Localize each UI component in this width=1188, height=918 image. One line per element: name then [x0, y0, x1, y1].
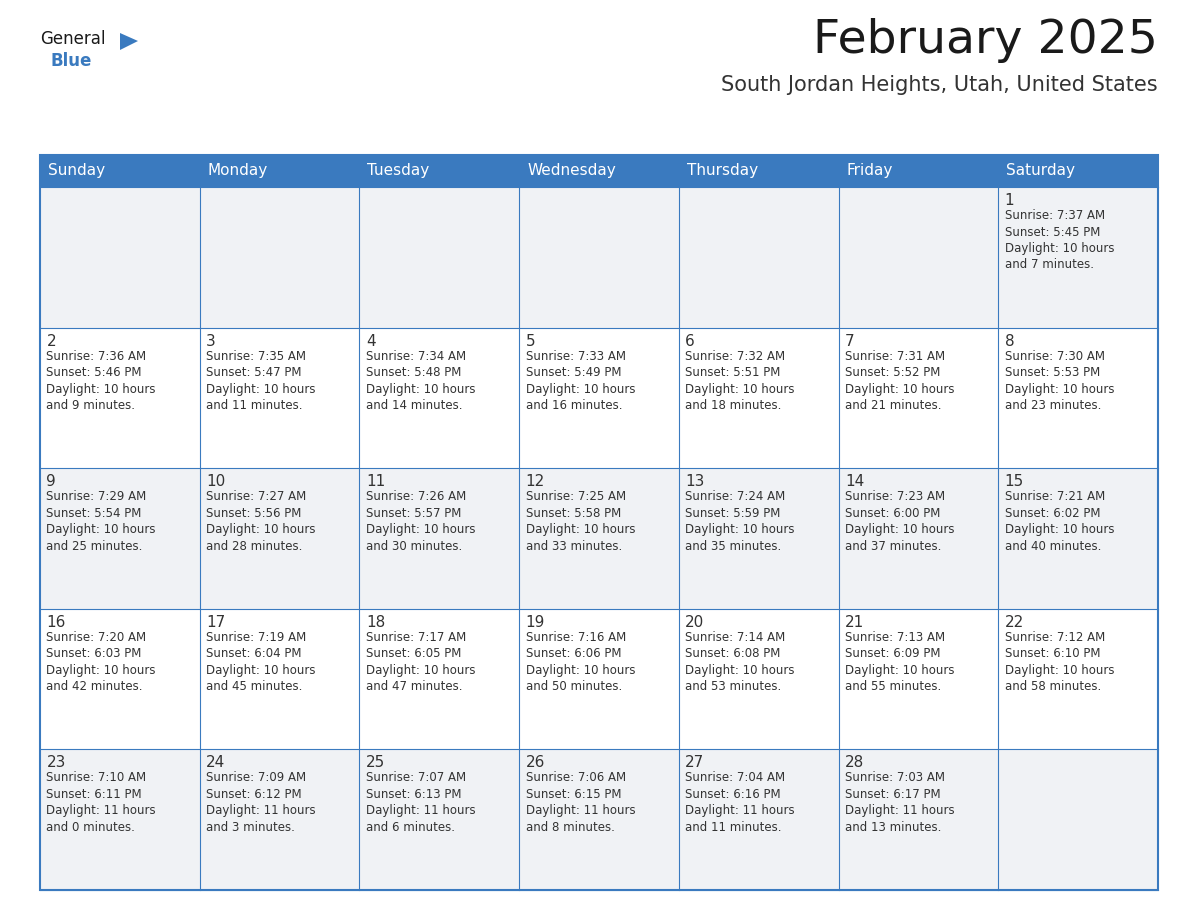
- Text: Sunrise: 7:19 AM
Sunset: 6:04 PM
Daylight: 10 hours
and 45 minutes.: Sunrise: 7:19 AM Sunset: 6:04 PM Dayligh…: [206, 631, 316, 693]
- Text: Sunrise: 7:12 AM
Sunset: 6:10 PM
Daylight: 10 hours
and 58 minutes.: Sunrise: 7:12 AM Sunset: 6:10 PM Dayligh…: [1005, 631, 1114, 693]
- Polygon shape: [120, 33, 138, 50]
- Text: General: General: [40, 30, 106, 48]
- Bar: [40, 187, 1158, 328]
- Text: South Jordan Heights, Utah, United States: South Jordan Heights, Utah, United State…: [721, 75, 1158, 95]
- Text: Sunrise: 7:24 AM
Sunset: 5:59 PM
Daylight: 10 hours
and 35 minutes.: Sunrise: 7:24 AM Sunset: 5:59 PM Dayligh…: [685, 490, 795, 553]
- Text: 26: 26: [525, 756, 545, 770]
- Text: 2: 2: [46, 333, 56, 349]
- Text: Sunrise: 7:25 AM
Sunset: 5:58 PM
Daylight: 10 hours
and 33 minutes.: Sunrise: 7:25 AM Sunset: 5:58 PM Dayligh…: [525, 490, 636, 553]
- Text: 11: 11: [366, 475, 385, 489]
- Text: Sunrise: 7:16 AM
Sunset: 6:06 PM
Daylight: 10 hours
and 50 minutes.: Sunrise: 7:16 AM Sunset: 6:06 PM Dayligh…: [525, 631, 636, 693]
- Text: Sunrise: 7:21 AM
Sunset: 6:02 PM
Daylight: 10 hours
and 40 minutes.: Sunrise: 7:21 AM Sunset: 6:02 PM Dayligh…: [1005, 490, 1114, 553]
- Text: Sunrise: 7:31 AM
Sunset: 5:52 PM
Daylight: 10 hours
and 21 minutes.: Sunrise: 7:31 AM Sunset: 5:52 PM Dayligh…: [845, 350, 954, 412]
- Bar: [40, 468, 1158, 609]
- Text: 10: 10: [206, 475, 226, 489]
- Text: Sunrise: 7:33 AM
Sunset: 5:49 PM
Daylight: 10 hours
and 16 minutes.: Sunrise: 7:33 AM Sunset: 5:49 PM Dayligh…: [525, 350, 636, 412]
- Bar: [40, 609, 1158, 749]
- Text: Monday: Monday: [208, 163, 268, 178]
- Text: Sunrise: 7:03 AM
Sunset: 6:17 PM
Daylight: 11 hours
and 13 minutes.: Sunrise: 7:03 AM Sunset: 6:17 PM Dayligh…: [845, 771, 955, 834]
- Text: Thursday: Thursday: [687, 163, 758, 178]
- Text: 7: 7: [845, 333, 854, 349]
- Text: Sunrise: 7:13 AM
Sunset: 6:09 PM
Daylight: 10 hours
and 55 minutes.: Sunrise: 7:13 AM Sunset: 6:09 PM Dayligh…: [845, 631, 954, 693]
- Text: 1: 1: [1005, 193, 1015, 208]
- Text: 21: 21: [845, 615, 864, 630]
- Text: 25: 25: [366, 756, 385, 770]
- Text: 6: 6: [685, 333, 695, 349]
- Text: 9: 9: [46, 475, 56, 489]
- Text: Sunrise: 7:29 AM
Sunset: 5:54 PM
Daylight: 10 hours
and 25 minutes.: Sunrise: 7:29 AM Sunset: 5:54 PM Dayligh…: [46, 490, 156, 553]
- Text: Sunrise: 7:36 AM
Sunset: 5:46 PM
Daylight: 10 hours
and 9 minutes.: Sunrise: 7:36 AM Sunset: 5:46 PM Dayligh…: [46, 350, 156, 412]
- Text: 28: 28: [845, 756, 864, 770]
- Text: 15: 15: [1005, 475, 1024, 489]
- Text: Sunrise: 7:26 AM
Sunset: 5:57 PM
Daylight: 10 hours
and 30 minutes.: Sunrise: 7:26 AM Sunset: 5:57 PM Dayligh…: [366, 490, 475, 553]
- Text: 20: 20: [685, 615, 704, 630]
- Text: 24: 24: [206, 756, 226, 770]
- Text: Sunrise: 7:17 AM
Sunset: 6:05 PM
Daylight: 10 hours
and 47 minutes.: Sunrise: 7:17 AM Sunset: 6:05 PM Dayligh…: [366, 631, 475, 693]
- Text: February 2025: February 2025: [813, 18, 1158, 63]
- Text: Sunrise: 7:30 AM
Sunset: 5:53 PM
Daylight: 10 hours
and 23 minutes.: Sunrise: 7:30 AM Sunset: 5:53 PM Dayligh…: [1005, 350, 1114, 412]
- Text: Sunrise: 7:32 AM
Sunset: 5:51 PM
Daylight: 10 hours
and 18 minutes.: Sunrise: 7:32 AM Sunset: 5:51 PM Dayligh…: [685, 350, 795, 412]
- Text: 16: 16: [46, 615, 65, 630]
- Text: Sunrise: 7:10 AM
Sunset: 6:11 PM
Daylight: 11 hours
and 0 minutes.: Sunrise: 7:10 AM Sunset: 6:11 PM Dayligh…: [46, 771, 156, 834]
- Text: 4: 4: [366, 333, 375, 349]
- Text: Sunrise: 7:34 AM
Sunset: 5:48 PM
Daylight: 10 hours
and 14 minutes.: Sunrise: 7:34 AM Sunset: 5:48 PM Dayligh…: [366, 350, 475, 412]
- Bar: [40, 155, 1158, 187]
- Bar: [40, 328, 1158, 468]
- Text: 8: 8: [1005, 333, 1015, 349]
- Text: 27: 27: [685, 756, 704, 770]
- Text: Friday: Friday: [847, 163, 893, 178]
- Text: Sunrise: 7:07 AM
Sunset: 6:13 PM
Daylight: 11 hours
and 6 minutes.: Sunrise: 7:07 AM Sunset: 6:13 PM Dayligh…: [366, 771, 475, 834]
- Text: 22: 22: [1005, 615, 1024, 630]
- Text: Sunrise: 7:23 AM
Sunset: 6:00 PM
Daylight: 10 hours
and 37 minutes.: Sunrise: 7:23 AM Sunset: 6:00 PM Dayligh…: [845, 490, 954, 553]
- Text: Sunrise: 7:04 AM
Sunset: 6:16 PM
Daylight: 11 hours
and 11 minutes.: Sunrise: 7:04 AM Sunset: 6:16 PM Dayligh…: [685, 771, 795, 834]
- Text: Sunrise: 7:14 AM
Sunset: 6:08 PM
Daylight: 10 hours
and 53 minutes.: Sunrise: 7:14 AM Sunset: 6:08 PM Dayligh…: [685, 631, 795, 693]
- Text: 3: 3: [206, 333, 216, 349]
- Text: Tuesday: Tuesday: [367, 163, 430, 178]
- Text: 17: 17: [206, 615, 226, 630]
- Text: 23: 23: [46, 756, 65, 770]
- Bar: [40, 155, 1158, 890]
- Text: Sunrise: 7:27 AM
Sunset: 5:56 PM
Daylight: 10 hours
and 28 minutes.: Sunrise: 7:27 AM Sunset: 5:56 PM Dayligh…: [206, 490, 316, 553]
- Text: Sunrise: 7:09 AM
Sunset: 6:12 PM
Daylight: 11 hours
and 3 minutes.: Sunrise: 7:09 AM Sunset: 6:12 PM Dayligh…: [206, 771, 316, 834]
- Bar: [40, 749, 1158, 890]
- Text: Sunrise: 7:06 AM
Sunset: 6:15 PM
Daylight: 11 hours
and 8 minutes.: Sunrise: 7:06 AM Sunset: 6:15 PM Dayligh…: [525, 771, 636, 834]
- Text: 18: 18: [366, 615, 385, 630]
- Text: 5: 5: [525, 333, 535, 349]
- Text: 14: 14: [845, 475, 864, 489]
- Text: Sunrise: 7:37 AM
Sunset: 5:45 PM
Daylight: 10 hours
and 7 minutes.: Sunrise: 7:37 AM Sunset: 5:45 PM Dayligh…: [1005, 209, 1114, 272]
- Text: 13: 13: [685, 475, 704, 489]
- Text: Sunday: Sunday: [48, 163, 105, 178]
- Text: Saturday: Saturday: [1006, 163, 1075, 178]
- Text: Sunrise: 7:35 AM
Sunset: 5:47 PM
Daylight: 10 hours
and 11 minutes.: Sunrise: 7:35 AM Sunset: 5:47 PM Dayligh…: [206, 350, 316, 412]
- Text: Blue: Blue: [50, 52, 91, 70]
- Text: Wednesday: Wednesday: [527, 163, 615, 178]
- Text: 12: 12: [525, 475, 545, 489]
- Text: Sunrise: 7:20 AM
Sunset: 6:03 PM
Daylight: 10 hours
and 42 minutes.: Sunrise: 7:20 AM Sunset: 6:03 PM Dayligh…: [46, 631, 156, 693]
- Text: 19: 19: [525, 615, 545, 630]
